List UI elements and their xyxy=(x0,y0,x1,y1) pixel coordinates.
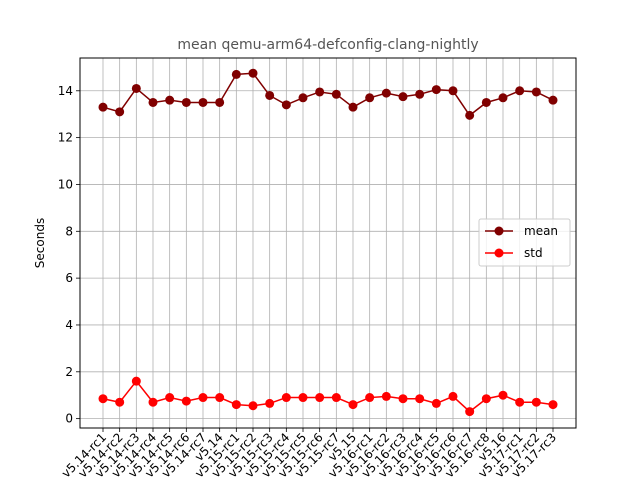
legend-item-std: std xyxy=(485,246,543,260)
data-point-std xyxy=(215,393,225,403)
data-point-std xyxy=(115,397,125,407)
data-point-mean xyxy=(531,87,541,97)
data-point-mean xyxy=(215,97,225,107)
data-point-mean xyxy=(248,68,258,78)
series-std xyxy=(98,376,558,417)
data-point-std xyxy=(231,400,241,410)
data-point-mean xyxy=(165,95,175,105)
data-point-std xyxy=(265,398,275,408)
data-point-std xyxy=(448,391,458,401)
data-point-mean xyxy=(465,110,475,120)
data-point-std xyxy=(365,393,375,403)
y-tick-label: 4 xyxy=(65,318,73,332)
plot-area xyxy=(79,57,577,429)
data-point-mean xyxy=(548,95,558,105)
data-point-mean xyxy=(315,87,325,97)
y-axis: 0 2 4 6 8 10 12 14 xyxy=(58,84,80,426)
data-point-mean xyxy=(198,97,208,107)
data-point-std xyxy=(531,397,541,407)
y-tick-label: 6 xyxy=(65,271,73,285)
data-point-mean xyxy=(348,102,358,112)
y-tick-label: 0 xyxy=(65,412,73,426)
data-point-mean xyxy=(481,97,491,107)
data-point-std xyxy=(248,401,258,411)
legend-label: mean xyxy=(524,224,558,238)
data-point-std xyxy=(315,393,325,403)
legend-item-mean: mean xyxy=(485,224,558,238)
grid xyxy=(80,58,576,428)
data-point-std xyxy=(498,390,508,400)
series-line-std xyxy=(102,379,554,413)
data-point-std xyxy=(198,393,208,403)
data-point-mean xyxy=(431,85,441,95)
data-point-mean xyxy=(298,93,308,103)
data-point-mean xyxy=(281,100,291,110)
data-point-mean xyxy=(115,107,125,117)
data-point-std xyxy=(398,394,408,404)
data-point-mean xyxy=(515,86,525,96)
series-line-mean xyxy=(102,72,554,117)
data-point-mean xyxy=(498,93,508,103)
data-point-mean xyxy=(231,69,241,79)
data-point-std xyxy=(348,400,358,410)
series-layer xyxy=(98,68,558,417)
y-tick-label: 12 xyxy=(58,131,73,145)
data-point-std xyxy=(281,393,291,403)
data-point-mean xyxy=(398,92,408,102)
y-axis-label: Seconds xyxy=(33,218,47,268)
legend-marker xyxy=(494,248,504,258)
y-tick-label: 8 xyxy=(65,224,73,238)
data-point-std xyxy=(181,396,191,406)
data-point-mean xyxy=(415,89,425,99)
data-point-mean xyxy=(365,93,375,103)
data-point-mean xyxy=(265,90,275,100)
data-point-std xyxy=(465,407,475,417)
data-point-std xyxy=(481,394,491,404)
data-point-std xyxy=(431,398,441,408)
chart-title: mean qemu-arm64-defconfig-clang-nightly xyxy=(177,37,478,53)
y-tick-label: 2 xyxy=(65,365,73,379)
y-tick-label: 10 xyxy=(58,177,73,191)
data-point-std xyxy=(515,397,525,407)
data-point-mean xyxy=(181,97,191,107)
data-point-std xyxy=(98,394,108,404)
data-point-std xyxy=(548,400,558,410)
data-point-mean xyxy=(331,89,341,99)
legend-label: std xyxy=(524,246,543,260)
legend: mean std xyxy=(478,218,571,267)
y-tick-label: 14 xyxy=(58,84,73,98)
data-point-mean xyxy=(381,88,391,98)
data-point-mean xyxy=(448,86,458,96)
data-point-std xyxy=(415,394,425,404)
x-axis: v5.14-rc1v5.14-rc2v5.14-rc3v5.14-rc4v5.1… xyxy=(59,428,559,480)
data-point-mean xyxy=(148,97,158,107)
data-point-mean xyxy=(98,102,108,112)
legend-marker xyxy=(494,226,504,236)
data-point-std xyxy=(381,391,391,401)
data-point-std xyxy=(131,376,141,386)
data-point-std xyxy=(331,393,341,403)
data-point-std xyxy=(298,393,308,403)
data-point-mean xyxy=(131,83,141,93)
data-point-std xyxy=(148,397,158,407)
series-mean xyxy=(98,68,558,120)
data-point-std xyxy=(165,393,175,403)
